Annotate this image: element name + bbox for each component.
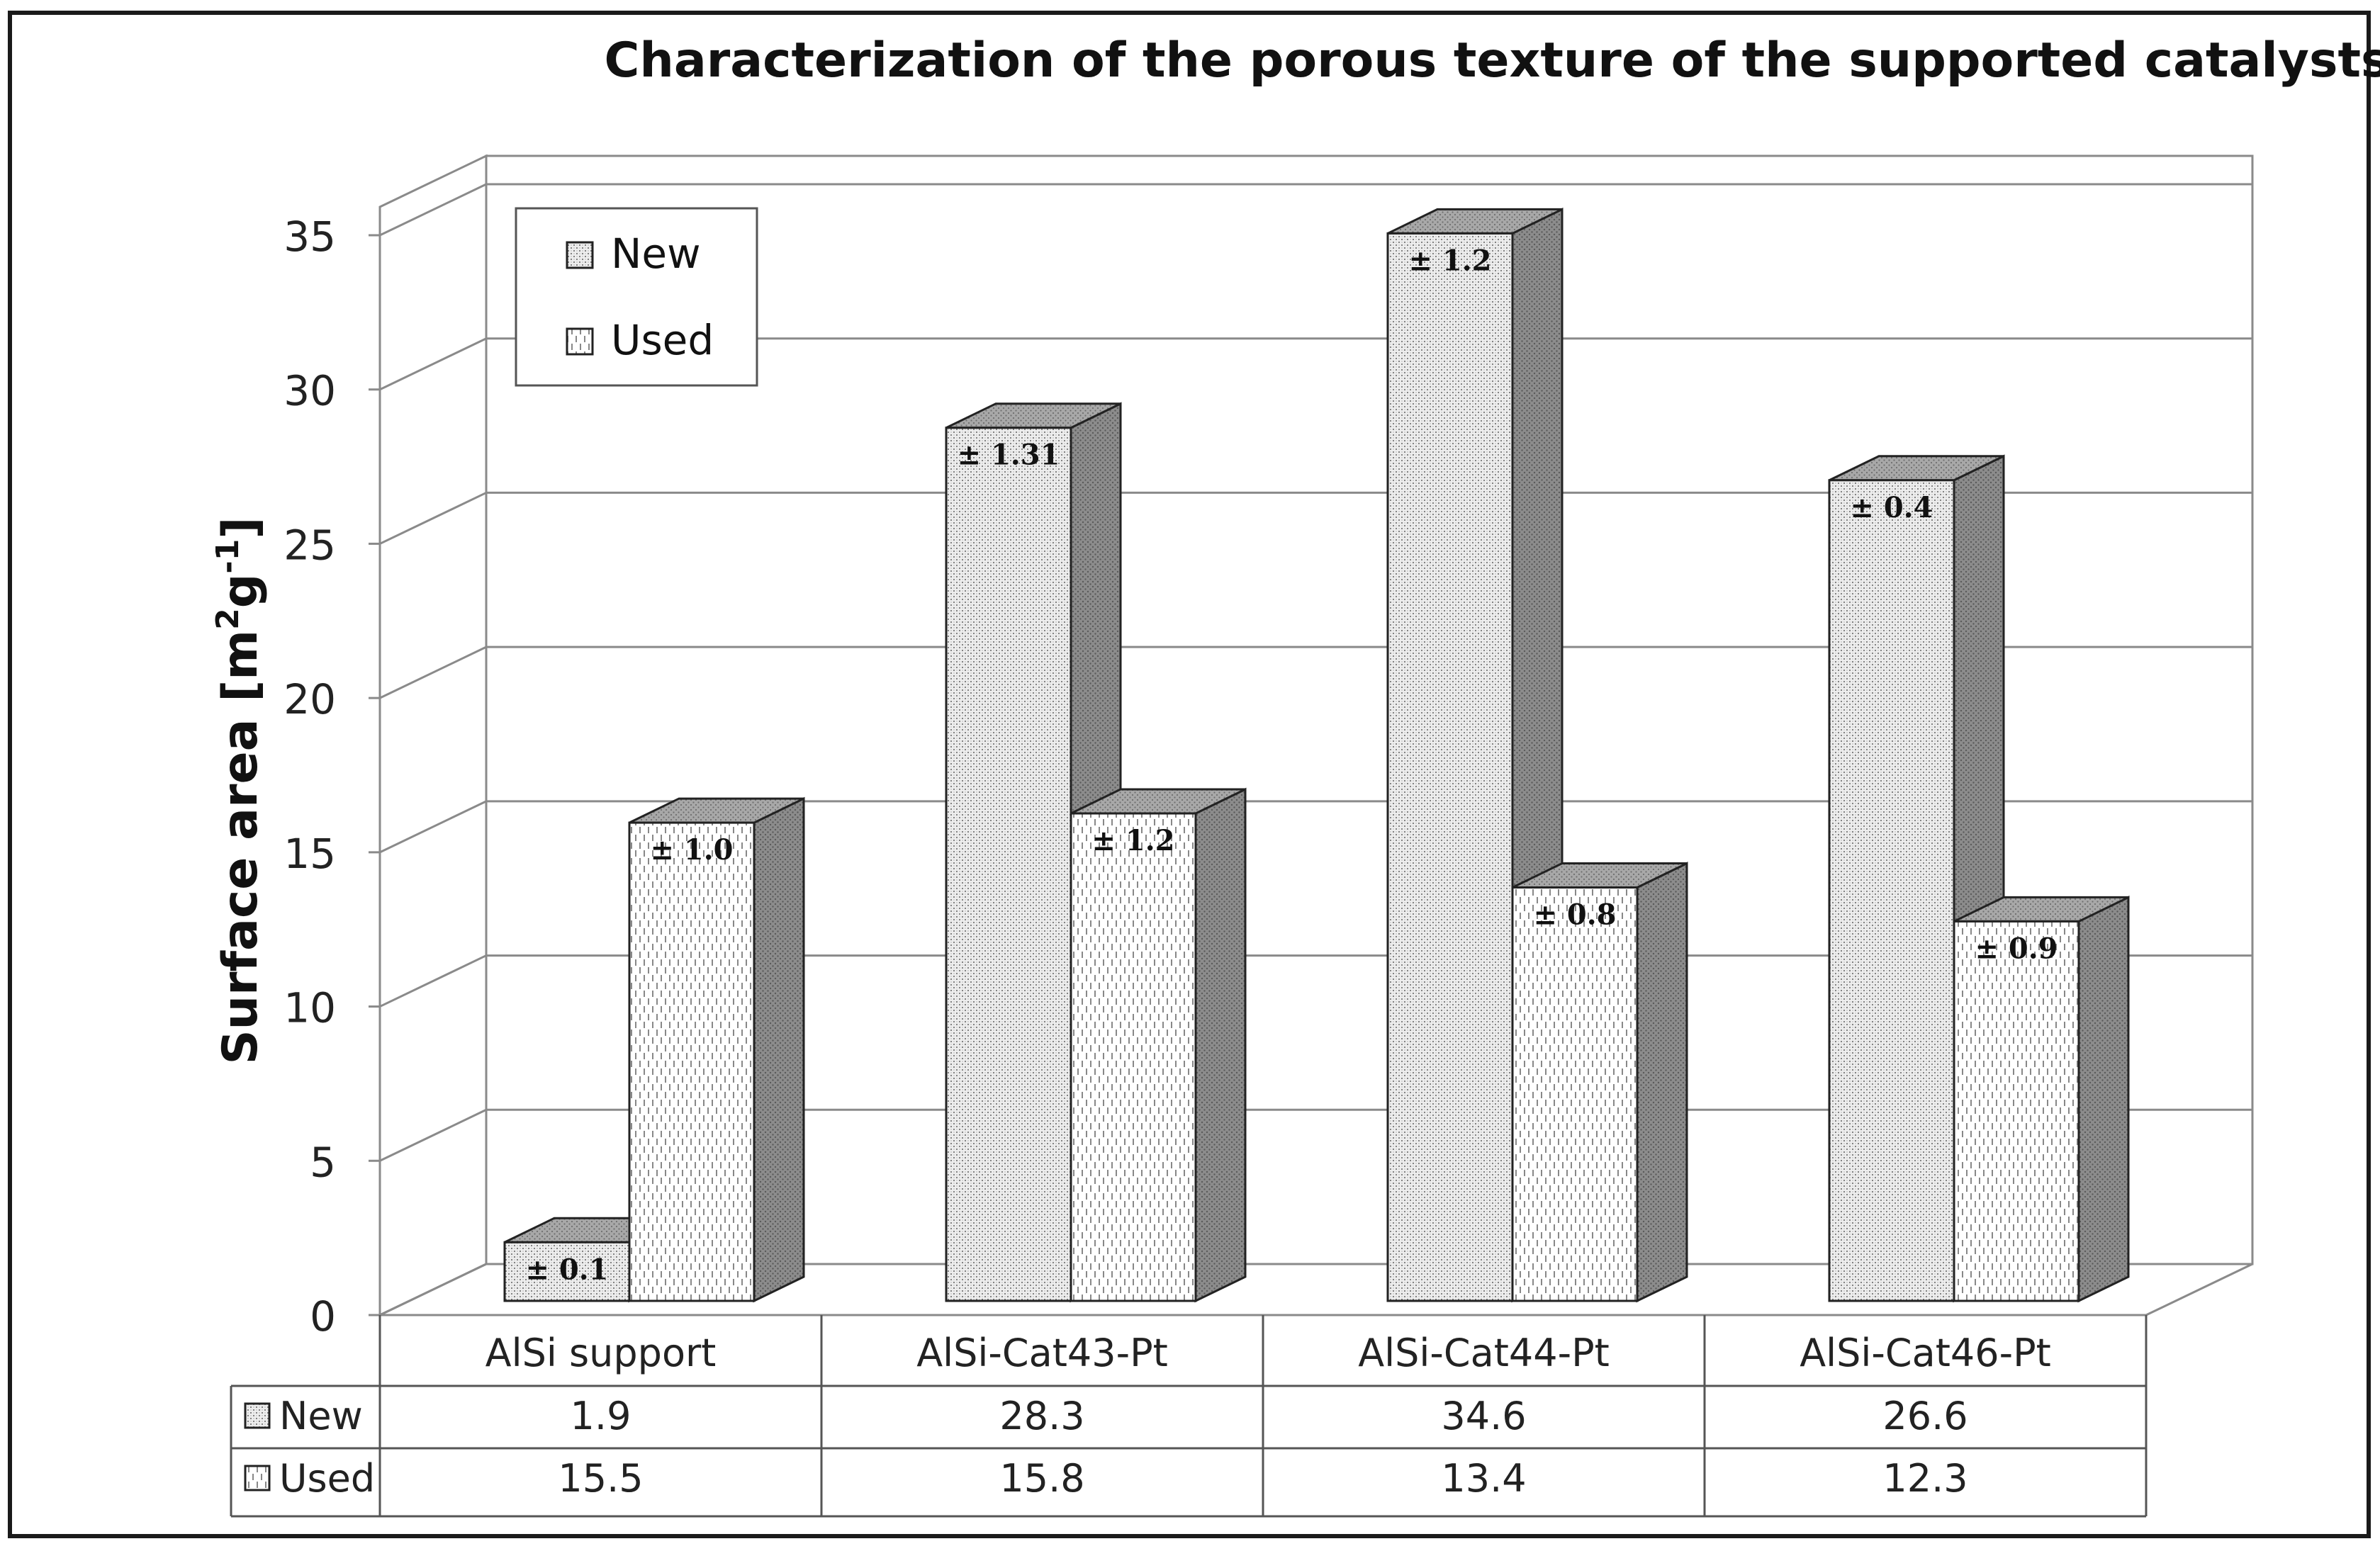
y-tick-label-1: 5 [310, 1138, 336, 1186]
chart-title: Characterization of the porous texture o… [605, 33, 2380, 89]
bar-new-3-error-label: ± 0.4 [1850, 491, 1933, 524]
table-row-label-used: Used [279, 1456, 375, 1501]
y-axis-label: Surface area [m2g-1] [210, 517, 269, 1065]
table-row-swatch-new [244, 1402, 271, 1429]
y-tick-label-6: 30 [284, 367, 336, 415]
table-row-label-new: New [279, 1394, 363, 1438]
plot-walls [378, 154, 2254, 1317]
table-cell-new-2: 34.6 [1441, 1394, 1526, 1438]
gridline-side-1 [379, 1108, 487, 1162]
table-header-0: AlSi support [485, 1331, 717, 1375]
legend-swatch-new [566, 241, 594, 269]
y-tick-label-3: 15 [284, 830, 336, 878]
gridline-side-7 [379, 183, 487, 237]
legend-label-new: New [611, 230, 701, 278]
legend-box [515, 207, 758, 387]
table-cell-new-0: 1.9 [571, 1394, 632, 1438]
y-axis-label-main: Surface area [m [213, 630, 269, 1065]
table-cell-used-0: 15.5 [558, 1456, 643, 1501]
bar-used-1-side [1194, 787, 1247, 1303]
bar-used-3-error-label: ± 0.9 [1975, 932, 2058, 965]
y-tick-label-2: 10 [284, 984, 336, 1032]
gridline-side-2 [379, 954, 487, 1008]
bar-used-2-front [1511, 886, 1639, 1302]
bar-used-2-error-label: ± 0.8 [1533, 898, 1616, 932]
bar-new-0-front [503, 1241, 631, 1302]
bar-used-3-side [2077, 896, 2130, 1303]
bar-used-0-side [753, 796, 805, 1303]
bar-new-3-front [1828, 479, 1955, 1302]
y-axis-label-end: ] [213, 517, 269, 539]
y-axis-label-sup2: -1 [210, 539, 246, 574]
bar-used-1-front [1070, 812, 1197, 1302]
bar-new-1-error-label: ± 1.31 [958, 439, 1060, 472]
table-cell-new-3: 26.6 [1882, 1394, 1968, 1438]
table-cell-new-1: 28.3 [999, 1394, 1084, 1438]
gridline-side-6 [379, 337, 487, 391]
data-table: AlSi support AlSi-Cat43-Pt AlSi-Cat44-Pt Al… [230, 1315, 2148, 1518]
y-tick-label-0: 0 [310, 1292, 336, 1341]
bar-used-1-error-label: ± 1.2 [1091, 824, 1174, 857]
gridline-side-5 [379, 492, 487, 545]
bar-new-2-front [1386, 232, 1514, 1302]
legend: New Used [515, 207, 758, 387]
y-tick-label-5: 25 [284, 521, 336, 569]
bars: ± 0.1 ± 1.0 ± 1.31 ± 1.2 ± 1.2 ± 0.8 ± 0.4 ± 0.… [503, 208, 2130, 1303]
bar-used-0-error-label: ± 1.0 [650, 833, 733, 867]
table-cell-used-3: 12.3 [1882, 1456, 1968, 1501]
y-axis-label-sup1: 2 [210, 608, 246, 630]
legend-swatch-used [566, 327, 594, 356]
table-header-3: AlSi-Cat46-Pt [1800, 1331, 2051, 1375]
gridline-side-4 [379, 645, 487, 699]
y-tick-label-7: 35 [284, 213, 336, 261]
table-header-2: AlSi-Cat44-Pt [1358, 1331, 1610, 1375]
bar-new-2-error-label: ± 1.2 [1408, 244, 1491, 277]
table-cell-used-2: 13.4 [1441, 1456, 1526, 1501]
gridline-side-3 [379, 800, 487, 854]
table-header-1: AlSi-Cat43-Pt [916, 1331, 1168, 1375]
legend-label-used: Used [611, 316, 714, 364]
y-tick-label-4: 20 [284, 675, 336, 723]
table-row-swatch-used [244, 1465, 271, 1491]
y-tick-labels: 0 5 10 15 20 25 30 35 [284, 213, 336, 1341]
bar-new-0-error-label: ± 0.1 [525, 1253, 608, 1286]
bar-used-0-front [628, 821, 756, 1302]
table-cell-used-1: 15.8 [999, 1456, 1084, 1501]
bar-used-3-front [1953, 920, 2080, 1302]
bar-used-2-side [1636, 862, 1688, 1303]
gridline-side-0 [379, 1263, 487, 1316]
y-axis-label-mid: g [213, 574, 269, 609]
bar-new-1-front [945, 427, 1072, 1302]
side-wall [378, 154, 488, 1317]
